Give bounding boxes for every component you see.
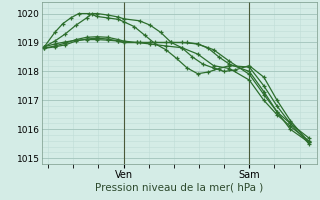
X-axis label: Pression niveau de la mer( hPa ): Pression niveau de la mer( hPa ) [95, 182, 263, 192]
